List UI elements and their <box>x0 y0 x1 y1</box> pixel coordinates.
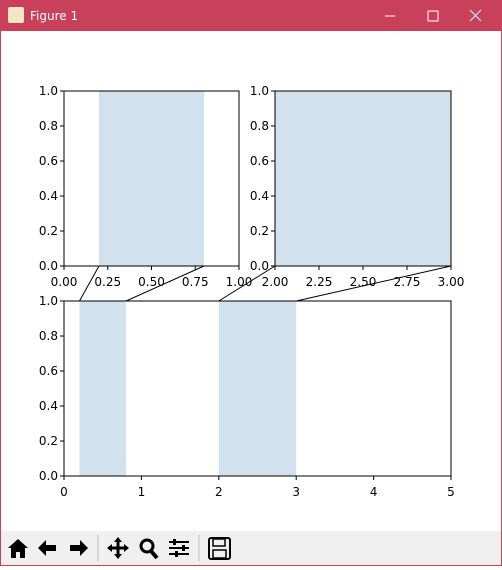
axes-frame <box>63 300 452 477</box>
x-tick-label: 0.00 <box>51 275 78 289</box>
x-tick-label: 4 <box>370 485 378 499</box>
y-tick-label: 0.6 <box>39 364 58 378</box>
x-tick-label: 2.25 <box>306 275 333 289</box>
close-button[interactable] <box>469 9 482 22</box>
x-tick-label: 0.75 <box>182 275 209 289</box>
span <box>275 91 451 266</box>
zoom-connector <box>125 265 205 302</box>
y-tick-label: 0.2 <box>39 224 58 238</box>
zoom-connector <box>296 265 452 302</box>
x-tick-label: 0.25 <box>94 275 121 289</box>
y-tick-label: 0.2 <box>39 434 58 448</box>
window-title: Figure 1 <box>30 9 78 23</box>
maximize-button[interactable] <box>427 10 439 22</box>
x-tick-label: 2.75 <box>394 275 421 289</box>
y-tick-label: 0.0 <box>250 259 269 273</box>
span <box>218 301 297 476</box>
y-tick-label: 0.6 <box>39 154 58 168</box>
y-tick-label: 0.4 <box>39 399 58 413</box>
y-tick-label: 0.6 <box>250 154 269 168</box>
x-tick-label: 0.50 <box>138 275 165 289</box>
x-tick-label: 3 <box>292 485 300 499</box>
app-icon <box>8 7 24 23</box>
zoom-button[interactable] <box>139 538 155 554</box>
y-tick-label: 0.8 <box>39 119 58 133</box>
x-tick-label: 0 <box>60 485 68 499</box>
home-button[interactable] <box>8 539 28 558</box>
x-tick-label: 1 <box>138 485 146 499</box>
span <box>79 301 126 476</box>
zoom-connector <box>218 265 276 302</box>
pan-button[interactable] <box>107 537 129 559</box>
y-tick-label: 1.0 <box>250 84 269 98</box>
x-tick-label: 2 <box>215 485 223 499</box>
title-bar <box>0 0 502 31</box>
y-tick-label: 0.2 <box>250 224 269 238</box>
x-tick-label: 2.00 <box>262 275 289 289</box>
y-tick-label: 0.0 <box>39 259 58 273</box>
subplots-button[interactable] <box>169 541 189 555</box>
y-tick-label: 1.0 <box>39 294 58 308</box>
y-tick-label: 0.8 <box>39 329 58 343</box>
y-tick-label: 0.4 <box>250 189 269 203</box>
save-button[interactable] <box>208 537 231 560</box>
span <box>99 91 204 266</box>
y-tick-label: 0.0 <box>39 469 58 483</box>
x-tick-label: 2.50 <box>350 275 377 289</box>
y-tick-label: 1.0 <box>39 84 58 98</box>
toolbar-icons <box>8 535 231 561</box>
y-tick-label: 0.8 <box>250 119 269 133</box>
zoom-connector <box>79 265 100 302</box>
forward-button[interactable] <box>70 540 88 556</box>
back-button[interactable] <box>38 540 56 556</box>
x-tick-label: 1.00 <box>226 275 253 289</box>
x-tick-label: 3.00 <box>438 275 465 289</box>
x-tick-label: 5 <box>447 485 455 499</box>
y-tick-label: 0.4 <box>39 189 58 203</box>
